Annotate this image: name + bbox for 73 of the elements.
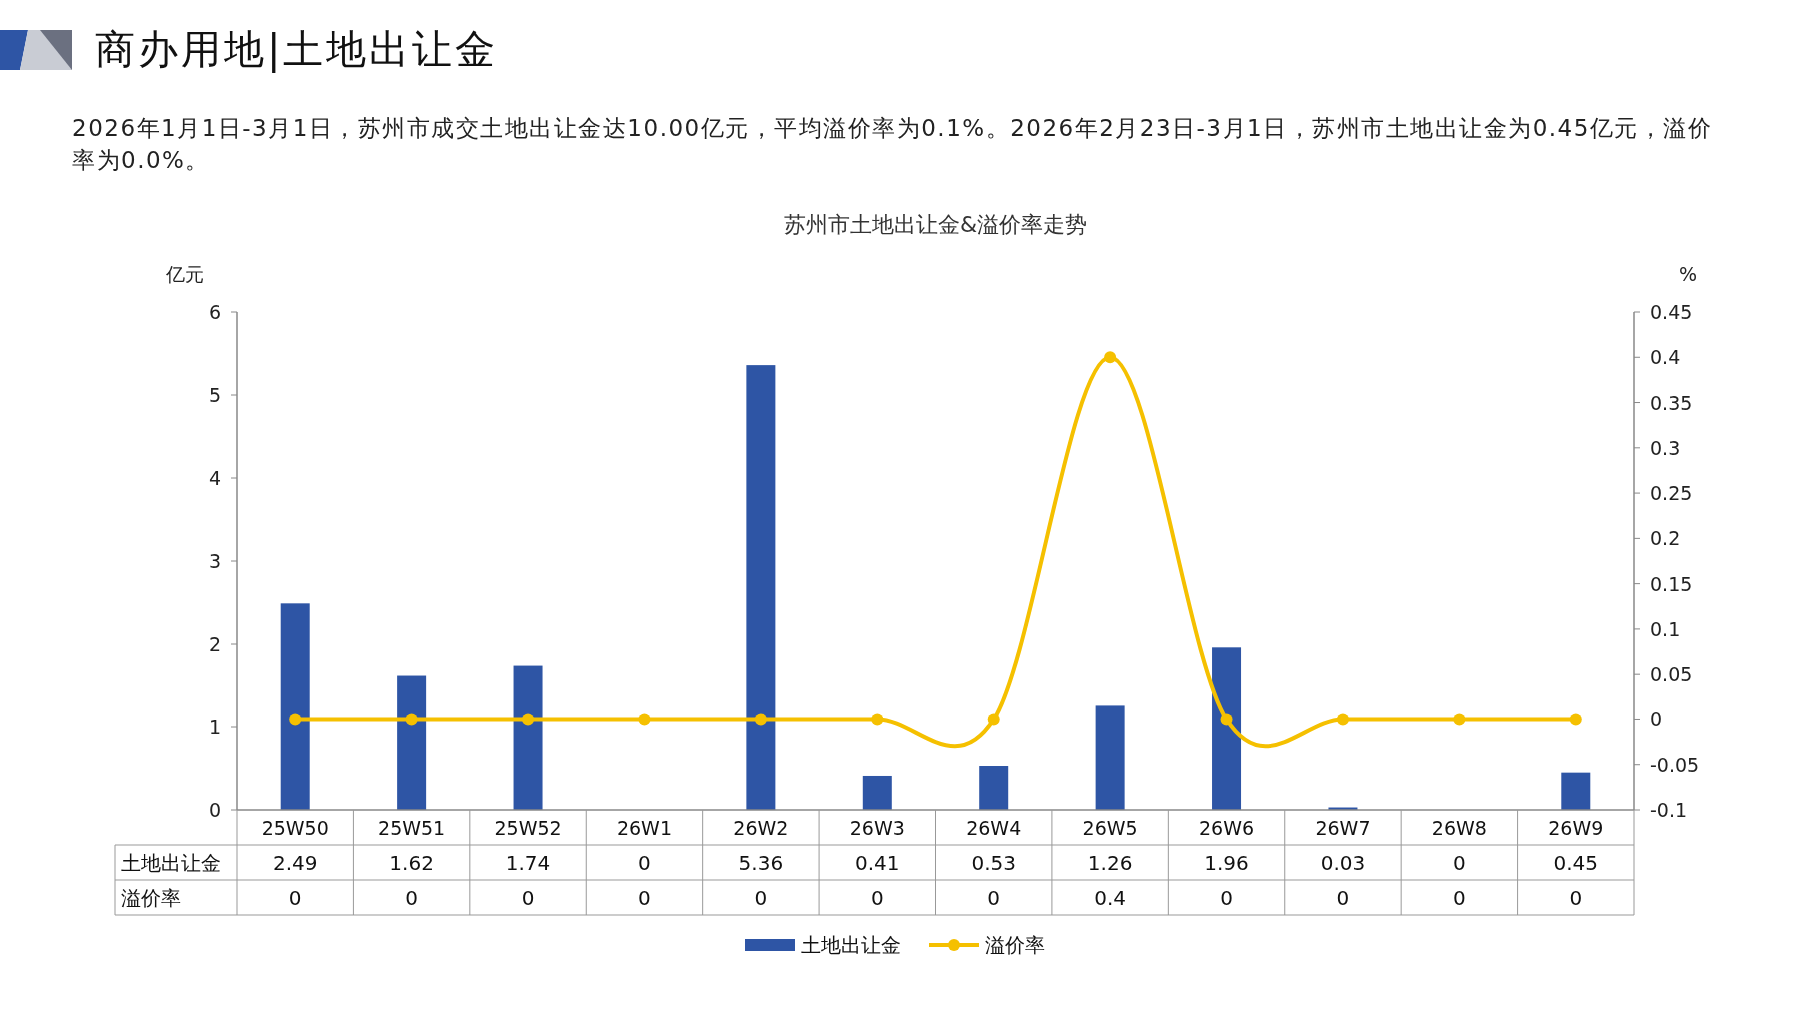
data-label: 1.26 bbox=[1087, 851, 1133, 875]
x-tick-label: 26W4 bbox=[966, 817, 1022, 839]
y-axis-title: 亿元 bbox=[165, 263, 204, 285]
x-tick-label: 25W52 bbox=[494, 817, 562, 839]
data-label: 0 bbox=[638, 886, 651, 910]
data-label: 1.74 bbox=[505, 851, 551, 875]
y-tick-label: 6 bbox=[208, 301, 221, 323]
data-label: 0 bbox=[1453, 851, 1466, 875]
data-label: 0.41 bbox=[855, 851, 900, 875]
data-label: 2.49 bbox=[272, 851, 318, 875]
data-label: 0 bbox=[638, 851, 651, 875]
y2-tick-label: 0.3 bbox=[1650, 436, 1681, 459]
x-tick-label: 25W51 bbox=[378, 817, 446, 839]
legend-label: 土地出让金 bbox=[801, 933, 901, 957]
bar bbox=[397, 675, 427, 810]
x-tick-label: 26W3 bbox=[849, 817, 905, 839]
data-label: 0.53 bbox=[971, 851, 1016, 875]
data-label: 1.96 bbox=[1204, 851, 1249, 875]
bar bbox=[862, 775, 892, 810]
bar bbox=[746, 365, 776, 810]
y2-tick-label: 0.2 bbox=[1650, 527, 1681, 550]
data-label: 1.62 bbox=[389, 851, 434, 875]
legend-label: 溢价率 bbox=[985, 933, 1045, 957]
data-label: 0 bbox=[870, 886, 884, 910]
bar bbox=[979, 766, 1009, 810]
x-tick-label: 26W1 bbox=[616, 817, 672, 839]
y-tick-label: 1 bbox=[208, 716, 221, 738]
y2-tick-label: 0.25 bbox=[1650, 482, 1693, 505]
y-tick-label: 4 bbox=[208, 467, 221, 489]
data-label: 0 bbox=[288, 886, 302, 910]
x-tick-label: 26W8 bbox=[1431, 817, 1487, 839]
y2-tick-label: 0.45 bbox=[1650, 301, 1693, 323]
y2-tick-label: 0.05 bbox=[1650, 663, 1693, 686]
chart-title: 商办用地|土地出让金 bbox=[95, 25, 499, 75]
data-label: 0.03 bbox=[1320, 851, 1366, 875]
data-label: 0 bbox=[1453, 886, 1466, 910]
y-tick-label: 2 bbox=[208, 633, 221, 655]
data-label: 0.4 bbox=[1094, 886, 1127, 910]
y-tick-label: 0 bbox=[208, 799, 221, 821]
data-label: 0 bbox=[405, 886, 418, 910]
data-label: 0 bbox=[1220, 886, 1233, 910]
x-tick-label: 25W50 bbox=[261, 817, 329, 839]
data-label: 0 bbox=[754, 886, 768, 910]
y2-axis-title: % bbox=[1678, 263, 1698, 285]
y2-tick-label: 0.35 bbox=[1650, 391, 1693, 414]
chart-subtitle: 2026年1月1日-3月1日，苏州市成交土地出让金达10.00亿元，平均溢价率为0.1%。2026年2月23日-3月1日，苏州市土地出让金为0.45亿元，溢价率为0.0%。 bbox=[72, 114, 1714, 175]
x-tick-label: 26W6 bbox=[1199, 817, 1255, 839]
bar bbox=[1561, 772, 1591, 810]
data-label: 0 bbox=[521, 886, 535, 910]
y2-tick-label: 0.4 bbox=[1650, 346, 1681, 369]
text: 苏州市土地出让金&溢价率走势 bbox=[783, 212, 1088, 237]
data-label: 0.45 bbox=[1553, 851, 1599, 875]
text: 溢价率 bbox=[121, 886, 181, 910]
x-tick-label: 26W7 bbox=[1315, 817, 1371, 839]
y-tick-label: 5 bbox=[208, 384, 221, 406]
bar bbox=[513, 665, 543, 810]
y2-tick-label: -0.1 bbox=[1650, 799, 1688, 821]
x-tick-label: 26W2 bbox=[733, 817, 789, 839]
y-tick-label: 3 bbox=[208, 550, 221, 572]
text: 土地出让金 bbox=[121, 851, 221, 875]
bar bbox=[1212, 647, 1242, 810]
y2-tick-label: 0 bbox=[1650, 708, 1663, 731]
y2-tick-label: 0.15 bbox=[1650, 572, 1693, 595]
data-label: 0 bbox=[1336, 886, 1350, 910]
data-label: 5.36 bbox=[738, 851, 784, 875]
data-label: 0 bbox=[987, 886, 1001, 910]
bar bbox=[1095, 705, 1125, 810]
x-tick-label: 26W5 bbox=[1082, 817, 1138, 839]
x-tick-label: 26W9 bbox=[1548, 817, 1604, 839]
data-label: 0 bbox=[1569, 886, 1583, 910]
y2-tick-label: 0.1 bbox=[1650, 617, 1681, 640]
y2-tick-label: -0.05 bbox=[1650, 753, 1700, 776]
bar bbox=[280, 603, 310, 810]
